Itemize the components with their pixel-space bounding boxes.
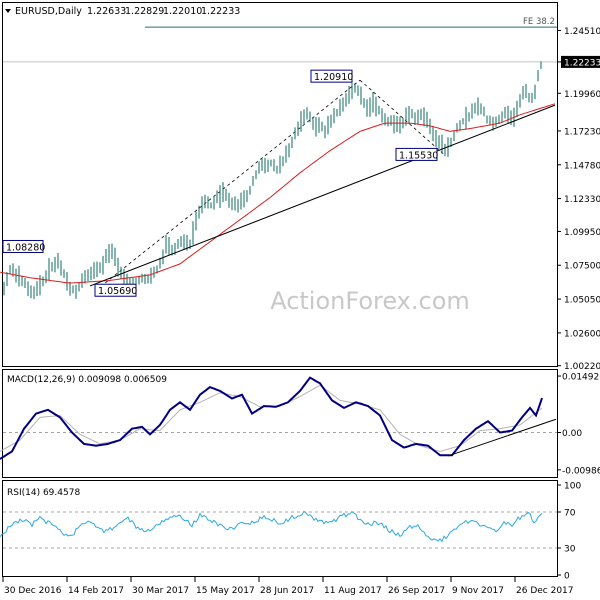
time-tick-label: 30 Mar 2017	[132, 586, 189, 596]
time-tick-label: 15 May 2017	[196, 586, 255, 596]
macd-trendline	[447, 418, 557, 457]
macd-tick-label: -0.009867	[562, 466, 600, 476]
current-price-label: 1.22233	[564, 58, 600, 68]
price-tick-label: 1.17230	[564, 127, 600, 137]
swing-label-box	[310, 69, 353, 83]
symbol-label: EURUSD,Daily	[15, 6, 82, 17]
time-axis: 30 Dec 2016 14 Feb 2017 30 Mar 2017 15 May …	[2, 577, 574, 596]
time-tick-label: 28 Jun 2017	[260, 586, 314, 596]
watermark: ActionForex.com	[270, 287, 470, 315]
price-trendline	[89, 104, 556, 287]
macd-axis: 0.014926 0.00 -0.009867	[557, 373, 600, 476]
price-tick-label: 1.07500	[564, 262, 600, 272]
current-price-box	[561, 55, 600, 68]
ohlc-high: 1.22829	[125, 6, 164, 17]
rsi-tick-label: 0	[564, 572, 570, 582]
price-tick-label: 1.02600	[564, 329, 600, 339]
fibo-label: FE 38.2	[523, 17, 555, 27]
rsi-tick-label: 70	[564, 509, 576, 519]
time-tick-label: 26 Dec 2017	[516, 586, 574, 596]
rsi-axis: 100 70 30 0	[557, 482, 581, 582]
macd-layer	[0, 376, 557, 460]
swing-label: 1.08280	[6, 242, 45, 253]
chart-header: EURUSD,Daily 1.22633 1.22829 1.22010 1.2…	[5, 6, 240, 17]
price-layer: FE 38.2 1.08280 1.05690 1.20910 1.15530	[0, 17, 557, 300]
rsi-line	[0, 510, 543, 543]
swing-dashed-line	[95, 79, 361, 291]
price-tick-label: 1.14780	[564, 161, 600, 171]
moving-average-line	[0, 103, 556, 284]
swing-label-box	[2, 239, 44, 253]
rsi-tick-label: 30	[564, 545, 576, 555]
macd-tick-label: 0.00	[562, 429, 582, 439]
price-axis: 1.24510 1.22233 1.19960 1.17230 1.14780 1.123…	[557, 27, 600, 372]
time-tick-label: 26 Sep 2017	[388, 586, 445, 596]
rsi-tick-label: 100	[564, 482, 581, 492]
price-tick-label: 1.19960	[564, 90, 600, 100]
swing-dashed-line	[359, 79, 445, 155]
time-tick-label: 30 Dec 2016	[4, 586, 62, 596]
swing-label: 1.05690	[98, 286, 137, 297]
swing-label: 1.15530	[399, 150, 438, 161]
macd-tick-label: 0.014926	[562, 373, 600, 383]
swing-label-box	[395, 147, 438, 161]
price-panel-frame	[2, 2, 558, 367]
price-tick-label: 1.05050	[564, 296, 600, 306]
price-tick-label: 1.24510	[564, 27, 600, 37]
rsi-label: RSI(14) 69.4578	[7, 488, 80, 498]
time-tick-label: 11 Aug 2017	[324, 586, 382, 596]
ohlc-close: 1.22233	[201, 6, 240, 17]
time-tick-label: 9 Nov 2017	[452, 586, 504, 596]
price-tick-label: 1.09950	[564, 228, 600, 238]
price-tick-label: 1.12330	[564, 195, 600, 205]
ohlc-low: 1.22010	[163, 6, 202, 17]
price-tick-label: 1.00220	[564, 362, 600, 372]
ohlc-open: 1.22633	[87, 6, 126, 17]
macd-label: MACD(12,26,9) 0.009098 0.006509	[7, 375, 167, 385]
dropdown-triangle-icon[interactable]	[5, 9, 11, 13]
macd-panel-frame	[2, 369, 558, 478]
rsi-layer	[0, 510, 557, 549]
time-tick-label: 14 Feb 2017	[68, 586, 124, 596]
rsi-panel-frame	[2, 480, 558, 577]
swing-label: 1.20910	[314, 72, 353, 83]
swing-label-box	[94, 283, 137, 297]
